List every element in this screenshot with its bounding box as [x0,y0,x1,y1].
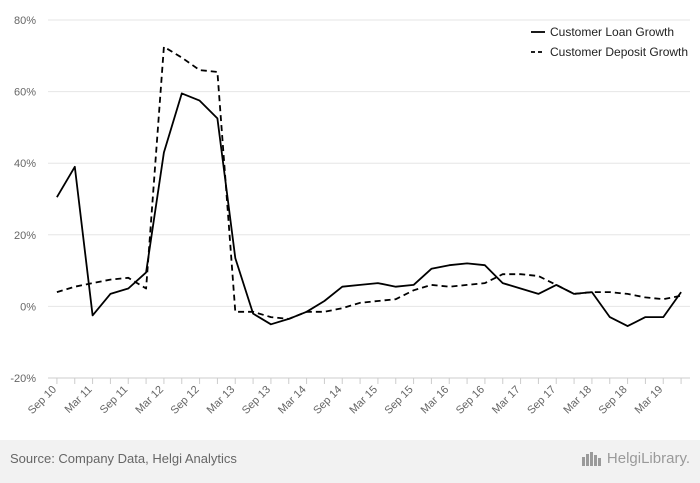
x-tick-label: Sep 18 [597,384,630,417]
x-tick-label: Sep 16 [454,384,487,417]
brand-logo[interactable]: HelgiLibrary. [581,449,690,467]
y-tick-label: 20% [14,230,36,242]
brand-name: HelgiLibrary. [606,449,690,467]
x-tick-label: Mar 13 [205,384,238,417]
x-tick-label: Mar 19 [633,384,666,417]
x-tick-label: Mar 18 [561,384,594,417]
y-tick-label: 40% [14,158,36,170]
y-tick-label: -20% [10,373,36,385]
line-chart: 80%60%40%20%0%-20% Sep 10 Mar 11 Sep 11 Mar… [10,15,690,417]
customer-deposit-growth-line [56,45,682,320]
source-note: Source: Company Data, Helgi Analytics [10,451,237,466]
chart-area: 80% 60% 40% 20% 0% -20% Sep 10 Mar 11 Sep 11 Mar… [10,15,690,417]
x-tick-label: Sep 12 [169,384,202,417]
legend: Customer Loan Growth Customer Deposit Gro… [531,25,688,59]
y-axis-ticks: 80% 60% 40% 20% 0% -20% [10,15,36,385]
x-tick-label: Sep 17 [525,384,558,417]
x-tick-label: Sep 15 [383,384,416,417]
x-tick-label: Sep 13 [240,384,273,417]
x-tick-label: Mar 11 [63,384,95,416]
x-tick-label: Mar 16 [419,384,452,417]
grid-lines [48,19,690,307]
x-tick-label: Sep 10 [26,384,59,417]
x-tick-label: Sep 11 [98,384,131,417]
footer: Source: Company Data, Helgi Analytics He… [0,440,700,483]
x-tick-label: Sep 14 [311,384,344,417]
y-tick-label: 60% [14,87,36,99]
series-lines [56,45,682,328]
library-icon [581,452,601,466]
x-tick-label: Mar 17 [490,384,523,417]
legend-label: Customer Loan Growth [550,25,674,39]
x-axis: Sep 10 Mar 11 Sep 11 Mar 12 Sep 12 Mar 13 Sep … [26,377,690,417]
x-tick-label: Mar 12 [133,384,166,417]
y-tick-label: 0% [20,301,36,313]
legend-label: Customer Deposit Growth [550,45,688,59]
x-tick-label: Mar 14 [276,384,309,417]
customer-loan-growth-line [56,92,682,328]
x-tick-label: Mar 15 [347,384,380,417]
y-tick-label: 80% [14,15,36,27]
